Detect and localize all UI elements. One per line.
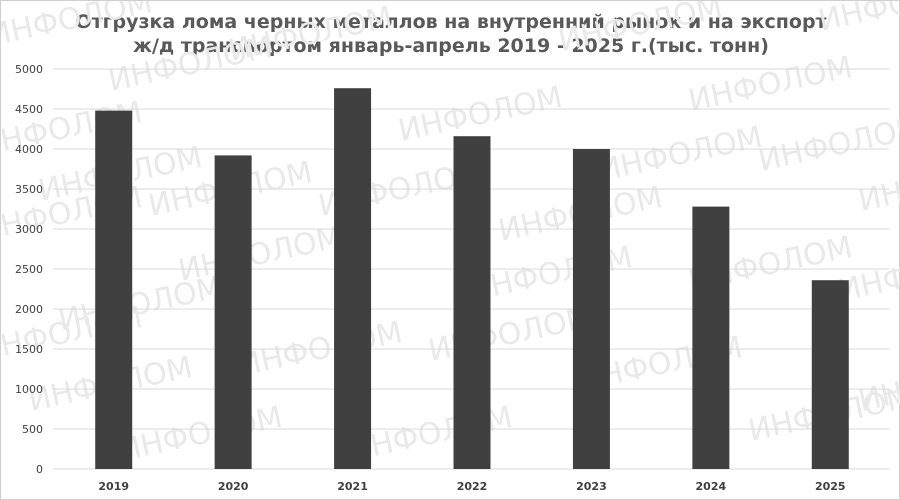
watermark-text: ИНФОЛОМ <box>425 300 595 369</box>
chart-title: Отгрузка лома черных металлов на внутрен… <box>75 11 827 57</box>
x-tick-label: 2019 <box>98 480 129 493</box>
watermark-layer: ИНФОЛОМИНФОЛОМИНФОЛОМИНФОЛОМИНФОЛОМИНФОЛ… <box>1 1 900 469</box>
x-tick-label: 2023 <box>576 480 607 493</box>
watermark-text: ИНФОЛОМ <box>595 120 765 189</box>
watermark-text: ИНФОЛОМ <box>465 240 635 309</box>
x-tick-label: 2022 <box>457 480 488 493</box>
bar-2020 <box>214 155 252 469</box>
watermark-text: ИНФОЛОМ <box>855 350 900 419</box>
y-tick-label: 500 <box>22 423 43 436</box>
watermark-text: ИНФОЛОМ <box>855 150 900 219</box>
y-tick-label: 3500 <box>15 183 43 196</box>
y-tick-label: 2500 <box>15 263 43 276</box>
x-tick-label: 2024 <box>696 480 727 493</box>
y-tick-label: 3000 <box>15 223 43 236</box>
watermark-text: ИНФОЛОМ <box>685 50 855 119</box>
bar-2024 <box>692 206 730 469</box>
y-tick-label: 1000 <box>15 383 43 396</box>
bars <box>95 88 849 469</box>
y-tick-label: 2000 <box>15 303 43 316</box>
y-tick-label: 1500 <box>15 343 43 356</box>
y-tick-label: 4500 <box>15 103 43 116</box>
watermark-text: ИНФОЛОМ <box>225 1 395 69</box>
watermark-text: ИНФОЛОМ <box>815 1 900 39</box>
watermark-text: ИНФОЛОМ <box>755 110 900 179</box>
watermark-text: ИНФОЛОМ <box>1 1 156 54</box>
bar-2021 <box>334 88 372 469</box>
bar-2025 <box>811 280 849 469</box>
watermark-text: ИНФОЛОМ <box>115 400 285 469</box>
x-axis-ticks: 2019 2020 2021 2022 2023 2024 2025 <box>98 480 845 493</box>
bar-2022 <box>453 136 491 469</box>
y-tick-label: 0 <box>36 463 43 476</box>
y-tick-label: 5000 <box>15 63 43 76</box>
bar-2019 <box>95 110 133 469</box>
y-axis-ticks: 0 500 1000 1500 2000 2500 3000 3500 4000 4500 5000 <box>15 63 43 476</box>
y-tick-label: 4000 <box>15 143 43 156</box>
x-tick-label: 2020 <box>218 480 249 493</box>
x-tick-label: 2021 <box>337 480 368 493</box>
x-tick-label: 2025 <box>815 480 846 493</box>
watermark-text: ИНФОЛОМ <box>555 1 725 59</box>
bar-2023 <box>572 149 610 469</box>
